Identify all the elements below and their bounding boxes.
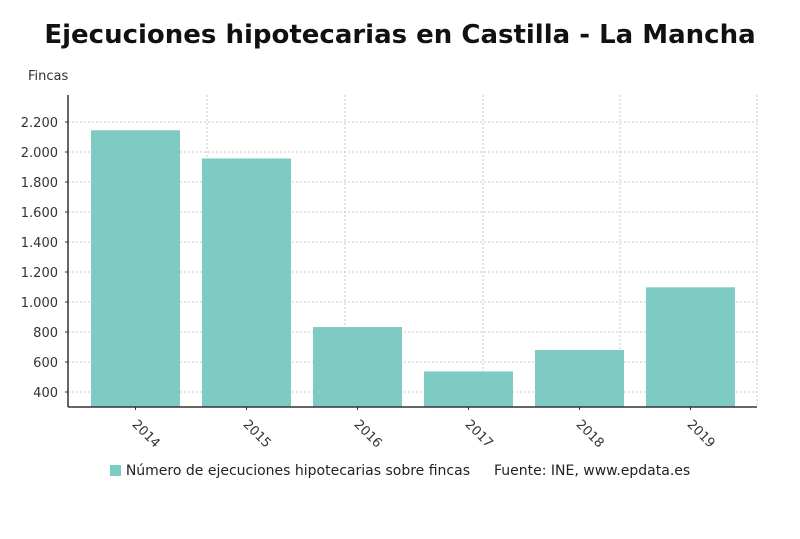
y-tick-label: 2.200 xyxy=(21,116,58,131)
y-tick-label: 800 xyxy=(33,326,58,341)
x-tick-label: 2019 xyxy=(684,417,718,451)
y-axis-label: Fincas xyxy=(28,69,68,84)
y-tick-label: 2.000 xyxy=(21,146,58,161)
y-tick-label: 400 xyxy=(33,386,58,401)
x-tick-label: 2015 xyxy=(240,417,274,451)
legend-swatch xyxy=(109,465,121,476)
y-tick-label: 1.000 xyxy=(21,296,58,311)
x-tick-label: 2016 xyxy=(351,417,385,451)
bar-2014 xyxy=(91,130,180,407)
chart-title: Ejecuciones hipotecarias en Castilla - L… xyxy=(44,20,756,50)
y-tick-label: 1.200 xyxy=(21,266,58,281)
bar-2018 xyxy=(535,350,624,407)
y-tick-label: 1.800 xyxy=(21,176,58,191)
y-tick-label: 600 xyxy=(33,356,58,371)
legend: Número de ejecuciones hipotecarias sobre… xyxy=(0,463,800,479)
x-tick-label: 2017 xyxy=(462,417,496,451)
x-tick-label: 2014 xyxy=(129,417,163,451)
legend-label: Número de ejecuciones hipotecarias sobre… xyxy=(125,463,470,479)
y-tick-label: 1.400 xyxy=(21,236,58,251)
y-tick-label: 1.600 xyxy=(21,206,58,221)
bar-2019 xyxy=(646,287,735,407)
bar-2015 xyxy=(202,158,291,407)
x-tick-label: 2018 xyxy=(573,417,607,451)
bar-2017 xyxy=(424,371,513,407)
source-note: Fuente: INE, www.epdata.es xyxy=(494,463,691,479)
bar-2016 xyxy=(313,327,402,407)
